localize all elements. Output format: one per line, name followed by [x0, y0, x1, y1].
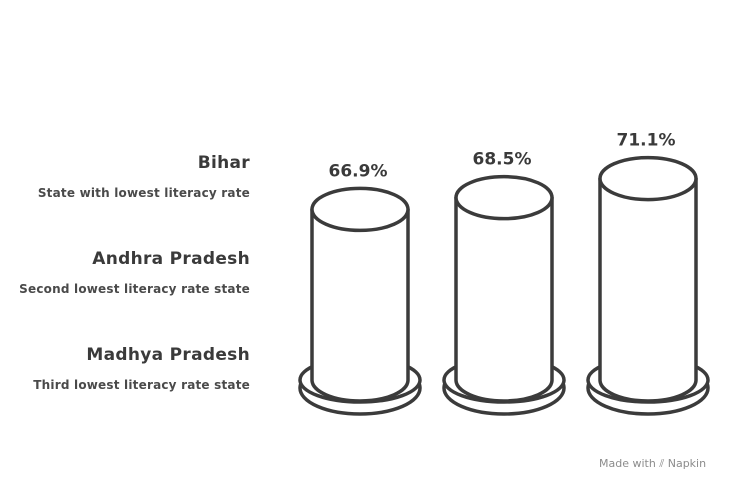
cylinder-top [598, 155, 698, 202]
value-label: 68.5% [473, 150, 532, 170]
cylinder-top [310, 186, 410, 233]
napkin-logo-icon: ⫽ [659, 457, 665, 470]
cylinder-body [310, 207, 410, 403]
label-andhra-pradesh: Andhra Pradesh Second lowest literacy ra… [0, 249, 250, 298]
made-with-text: Made with [599, 457, 656, 470]
cylinder-bar [442, 174, 566, 416]
state-name: Bihar [197, 153, 250, 173]
state-description: Second lowest literacy rate state [19, 282, 250, 296]
napkin-brand-text: Napkin [667, 457, 707, 470]
state-description: Third lowest literacy rate state [33, 378, 250, 392]
value-label: 71.1% [617, 131, 676, 151]
label-bihar: Bihar State with lowest literacy rate [0, 153, 250, 202]
state-name: Andhra Pradesh [92, 249, 250, 269]
value-label: 66.9% [329, 161, 388, 181]
napkin-watermark: Made with ⫽ Napkin [599, 457, 706, 471]
label-madhya-pradesh: Madhya Pradesh Third lowest literacy rat… [0, 345, 250, 394]
cylinder-body [598, 176, 698, 403]
cylinder-bar [298, 186, 422, 416]
state-name: Madhya Pradesh [86, 345, 250, 365]
cylinder-body [454, 195, 554, 403]
cylinder-bar [586, 155, 710, 416]
state-description: State with lowest literacy rate [37, 186, 250, 200]
cylinder-top [454, 174, 554, 221]
